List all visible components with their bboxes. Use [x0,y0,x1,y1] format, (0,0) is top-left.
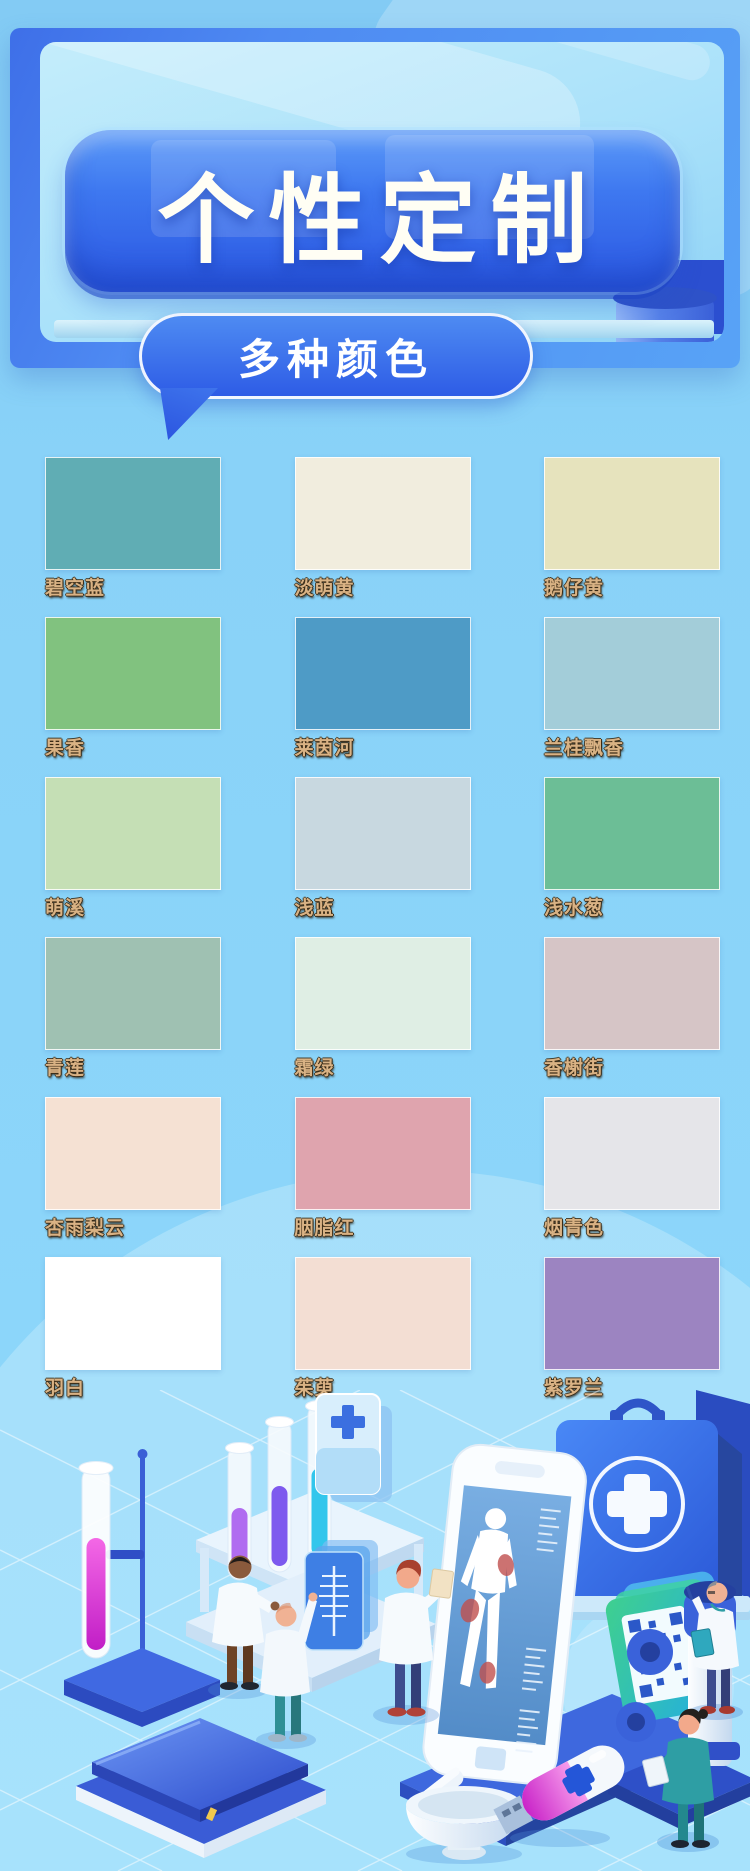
test-tube-stand-icon [64,1449,220,1727]
books-icon [76,1718,326,1858]
xray-card-icon [304,1540,378,1651]
color-swatch-label: 香榭街 [544,1058,605,1079]
badge-glass-panel [151,139,336,237]
color-swatch-card: 羽白 [45,1257,221,1400]
color-swatch [45,617,221,730]
color-swatch-card: 淡萌黄 [294,457,471,600]
color-swatch-card: 烟青色 [544,1097,720,1240]
color-swatch-label: 青莲 [45,1058,86,1079]
color-swatch-card: 杏雨梨云 [45,1097,221,1240]
color-swatch-label: 果香 [45,738,86,759]
color-swatch [45,937,221,1050]
color-swatch-label: 淡萌黄 [294,578,355,599]
color-swatch-label: 霜绿 [294,1058,335,1079]
assistant-figure [256,1592,318,1749]
color-swatch [294,937,471,1050]
nurse-figure [642,1708,719,1852]
color-swatch [45,1097,221,1210]
smartphone-body-scan-icon [422,1443,587,1785]
color-swatch [45,1257,221,1370]
color-swatch-card: 萌溪 [45,777,221,920]
badge-glass-panel [384,134,594,239]
bubble-tail [160,388,218,440]
color-swatch-label: 烟青色 [544,1218,605,1239]
color-grid: 碧空蓝 淡萌黄 鹅仔黄 果香 莱茵河 兰桂飘香 萌溪 [45,457,720,1400]
first-aid-kit-icon [540,1390,750,1620]
color-swatch-card: 青莲 [45,937,221,1080]
doctor-left-figure [208,1555,280,1699]
color-swatch-card: 胭脂红 [294,1097,471,1240]
color-swatch [294,1097,471,1210]
color-swatch-label: 碧空蓝 [45,578,106,599]
color-swatch [544,1097,720,1210]
color-swatch-label: 兰桂飘香 [544,738,625,759]
color-swatch [544,457,720,570]
color-swatch [45,777,221,890]
color-swatch-label: 莱茵河 [294,738,355,759]
usb-drive-icon [493,1745,625,1847]
color-swatch-card: 浅蓝 [294,777,471,920]
color-swatch-card: 莱茵河 [294,617,471,760]
color-swatch [45,457,221,570]
color-swatch-card: 紫罗兰 [544,1257,720,1400]
color-swatch-label: 胭脂红 [294,1218,355,1239]
color-swatch-card: 香榭街 [544,937,720,1080]
medical-illustration [0,1390,750,1871]
color-swatch-label: 萌溪 [45,898,86,919]
subtitle-bubble: 多种颜色 [139,313,533,440]
doctor-phone-figure [373,1559,454,1725]
color-swatch-card: 果香 [45,617,221,760]
color-swatch-card: 茱萸 [294,1257,471,1400]
color-swatch-card: 兰桂飘香 [544,617,720,760]
color-swatch [544,617,720,730]
color-swatch [294,457,471,570]
color-swatch-label: 浅水葱 [544,898,605,919]
color-swatch [544,777,720,890]
color-swatch-card: 霜绿 [294,937,471,1080]
color-swatch-label: 杏雨梨云 [45,1218,126,1239]
color-swatch-card: 浅水葱 [544,777,720,920]
color-swatch [544,937,720,1050]
color-swatch [294,777,471,890]
page-title: 个性定制 [157,165,602,275]
color-swatch-label: 紫罗兰 [544,1378,605,1399]
title-badge: 个性定制 [65,130,680,292]
mortar-pestle-icon [406,1767,522,1864]
color-swatch-card: 鹅仔黄 [544,457,720,600]
color-swatch-label: 浅蓝 [294,898,335,919]
color-swatch-label: 鹅仔黄 [544,578,605,599]
color-swatch [294,1257,471,1370]
medical-record-card-icon [315,1393,392,1502]
subtitle-text: 多种颜色 [237,335,434,383]
color-swatch [544,1257,720,1370]
color-swatch-label: 羽白 [45,1378,86,1399]
color-swatch [294,617,471,730]
color-swatch-card: 碧空蓝 [45,457,221,600]
